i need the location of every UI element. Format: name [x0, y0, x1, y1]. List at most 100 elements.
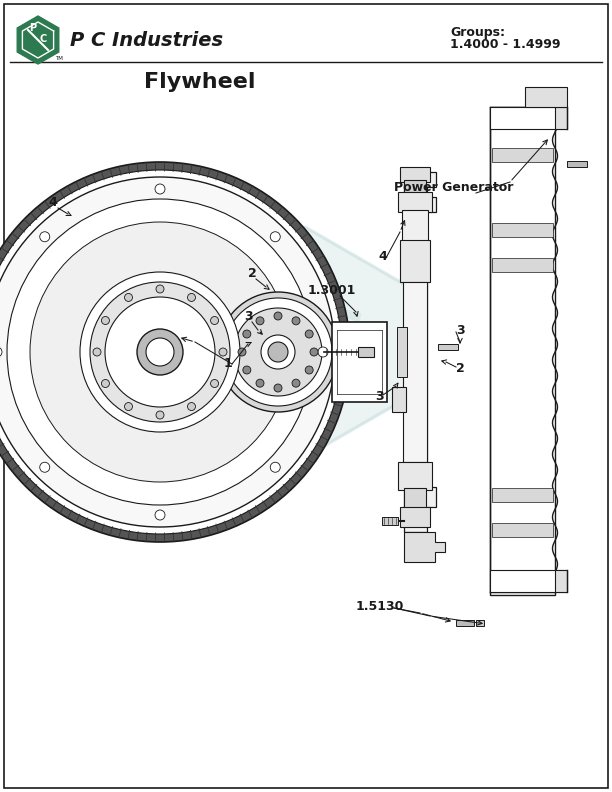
Bar [567, 161, 587, 167]
Circle shape [218, 292, 338, 412]
Circle shape [124, 402, 133, 410]
Circle shape [305, 366, 313, 374]
Circle shape [155, 184, 165, 194]
Bar [492, 523, 553, 537]
Bar [400, 507, 430, 527]
Circle shape [318, 347, 328, 357]
Bar [397, 327, 407, 377]
Bar [392, 387, 406, 412]
Circle shape [0, 170, 342, 534]
Bar [358, 347, 374, 357]
Circle shape [40, 232, 50, 242]
Bar [400, 167, 430, 182]
Circle shape [234, 308, 322, 396]
Bar [490, 107, 555, 595]
Circle shape [256, 379, 264, 387]
Polygon shape [17, 16, 59, 64]
Bar [490, 107, 567, 129]
Circle shape [105, 297, 215, 407]
Bar [402, 210, 428, 242]
Bar [492, 148, 553, 162]
Bar [403, 282, 427, 462]
Circle shape [224, 298, 332, 406]
Circle shape [0, 177, 335, 527]
Circle shape [238, 348, 246, 356]
Text: P: P [29, 23, 36, 33]
Circle shape [256, 317, 264, 325]
Text: 1.3001: 1.3001 [308, 284, 356, 297]
Text: 3: 3 [244, 310, 253, 323]
Circle shape [274, 384, 282, 392]
Circle shape [274, 312, 282, 320]
Bar [476, 620, 484, 626]
Text: 2: 2 [456, 362, 465, 375]
Text: Groups:: Groups: [450, 25, 505, 39]
Text: C: C [39, 34, 47, 44]
Text: 2: 2 [248, 267, 257, 280]
Text: 3: 3 [456, 324, 465, 337]
Text: 1: 1 [224, 357, 233, 370]
Bar [404, 488, 426, 508]
Polygon shape [404, 532, 445, 562]
Circle shape [146, 338, 174, 366]
Circle shape [156, 285, 164, 293]
Circle shape [0, 162, 350, 542]
Text: TM: TM [55, 56, 63, 61]
Circle shape [124, 294, 133, 302]
Polygon shape [206, 227, 405, 457]
Circle shape [137, 329, 183, 375]
Text: 4: 4 [378, 250, 387, 263]
Bar [382, 517, 398, 525]
Text: Power Generator: Power Generator [394, 181, 513, 194]
Circle shape [40, 463, 50, 472]
Polygon shape [525, 87, 567, 107]
Text: 4: 4 [48, 196, 57, 209]
Bar [555, 107, 567, 129]
Circle shape [80, 272, 240, 432]
Circle shape [243, 330, 251, 338]
Circle shape [211, 317, 218, 325]
Text: 1.4000 - 1.4999: 1.4000 - 1.4999 [450, 37, 561, 51]
Bar [438, 344, 458, 350]
Circle shape [102, 379, 110, 387]
Text: C: C [313, 308, 362, 374]
Circle shape [7, 199, 313, 505]
Circle shape [30, 222, 290, 482]
Bar [555, 570, 567, 592]
Circle shape [305, 330, 313, 338]
Circle shape [187, 294, 195, 302]
Circle shape [211, 379, 218, 387]
Bar [456, 620, 474, 626]
Bar [332, 322, 387, 402]
Circle shape [219, 348, 227, 356]
Bar [492, 488, 553, 502]
Circle shape [93, 348, 101, 356]
Circle shape [268, 342, 288, 362]
Bar [404, 180, 426, 194]
Circle shape [292, 379, 300, 387]
Bar [492, 223, 553, 237]
Circle shape [243, 366, 251, 374]
Text: P C Industries: P C Industries [70, 31, 223, 50]
Circle shape [156, 411, 164, 419]
Circle shape [261, 335, 295, 369]
Text: 1.5130: 1.5130 [356, 600, 405, 613]
Text: Flywheel: Flywheel [144, 72, 256, 92]
Circle shape [310, 348, 318, 356]
Bar [492, 258, 553, 272]
Bar [400, 240, 430, 282]
Circle shape [271, 463, 280, 472]
Polygon shape [404, 172, 436, 532]
Bar [398, 462, 432, 490]
Circle shape [0, 347, 2, 357]
Bar [490, 570, 567, 592]
Bar [398, 192, 432, 212]
Text: P: P [275, 268, 324, 334]
Circle shape [187, 402, 195, 410]
Text: 3: 3 [375, 390, 384, 403]
Circle shape [90, 282, 230, 422]
Circle shape [292, 317, 300, 325]
Circle shape [271, 232, 280, 242]
Circle shape [102, 317, 110, 325]
Circle shape [155, 510, 165, 520]
